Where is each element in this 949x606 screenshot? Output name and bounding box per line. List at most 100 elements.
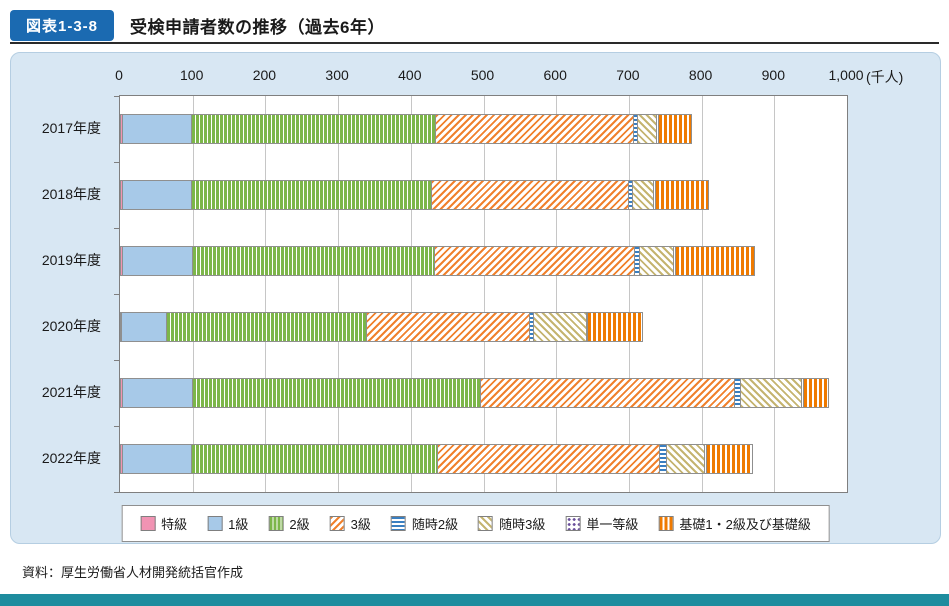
bar-segment-tokkyu xyxy=(120,246,123,276)
legend-item-grade1: 1級 xyxy=(207,514,248,533)
bar-segment-grade2 xyxy=(193,246,435,276)
category-label: 2017年度 xyxy=(41,120,101,136)
bar-segment-grade1 xyxy=(122,180,192,210)
bar-segment-zuiji2 xyxy=(628,180,634,210)
bar-segment-kiso xyxy=(804,378,829,408)
gridline xyxy=(410,96,412,492)
source-note: 資料：厚生労働省人材開発統括官作成 xyxy=(22,565,244,580)
x-tick-label: 300 xyxy=(325,67,349,83)
x-tick-label: 600 xyxy=(543,67,567,83)
bar-segment-tanitsu xyxy=(586,312,589,342)
legend-item-tokkyu: 特級 xyxy=(140,514,187,533)
legend-label: 特級 xyxy=(161,517,188,532)
bar-segment-grade2 xyxy=(191,180,432,210)
x-axis: 0 100 200 300 400 500 600 700 800 900 1,000 (千人) xyxy=(115,67,903,85)
y-axis-tick xyxy=(114,162,120,163)
bar-segment-kiso xyxy=(676,246,756,276)
bar-segment-tanitsu xyxy=(673,246,677,276)
bar-segment-grade3 xyxy=(436,114,634,144)
bar-segment-grade3 xyxy=(438,444,661,474)
bar-segment-tokkyu xyxy=(120,180,123,210)
bar-segment-tokkyu xyxy=(120,312,123,342)
bar-segment-kiso xyxy=(658,114,693,144)
gridline xyxy=(483,96,485,492)
bar-segment-kiso xyxy=(655,180,709,210)
legend-swatch-kiso xyxy=(658,516,674,531)
legend-swatch-grade2 xyxy=(268,516,284,531)
bar-segment-zuiji3 xyxy=(633,180,655,210)
y-axis-tick xyxy=(114,228,120,229)
x-tick-label: 400 xyxy=(398,67,422,83)
legend-swatch-zuiji2 xyxy=(390,516,406,531)
legend-label: 随時2級 xyxy=(411,517,459,532)
legend-label: 単一等級 xyxy=(586,517,639,532)
bar-segment-grade1 xyxy=(122,378,194,408)
bar-segment-zuiji3 xyxy=(667,444,706,474)
bar-segment-zuiji2 xyxy=(735,378,741,408)
x-tick-label: 0 xyxy=(115,67,123,83)
legend-swatch-tanitsu xyxy=(565,516,581,531)
bar-segment-grade2 xyxy=(191,444,439,474)
stacked-bar xyxy=(120,180,847,210)
plot-area xyxy=(114,95,848,493)
bar-segment-zuiji2 xyxy=(634,246,640,276)
figure-header: 図表1-3-8 受検申請者数の推移（過去6年） xyxy=(10,8,939,44)
legend-swatch-grade3 xyxy=(329,516,345,531)
bar-segment-tanitsu xyxy=(654,180,656,210)
gridline xyxy=(556,96,558,492)
legend-label: 3級 xyxy=(350,517,371,532)
stacked-bar xyxy=(120,312,847,342)
bar-segment-tanitsu xyxy=(801,378,805,408)
bar-segment-grade1 xyxy=(122,444,192,474)
x-tick-label: 100 xyxy=(180,67,204,83)
x-tick-label: 700 xyxy=(616,67,640,83)
legend-item-zuiji2: 随時2級 xyxy=(390,514,459,533)
bar-segment-zuiji2 xyxy=(633,114,639,144)
bar-segment-grade2 xyxy=(167,312,368,342)
x-tick-label: 900 xyxy=(761,67,785,83)
figure-title: 受検申請者数の推移（過去6年） xyxy=(130,17,385,37)
bar-segment-tokkyu xyxy=(120,444,123,474)
legend-item-zuiji3: 随時3級 xyxy=(478,514,545,533)
figure-number-badge: 図表1-3-8 xyxy=(10,9,115,41)
legend-item-tanitsu: 単一等級 xyxy=(565,514,638,533)
gridline xyxy=(774,96,776,492)
stacked-bar xyxy=(120,114,847,144)
category-label: 2021年度 xyxy=(41,384,101,400)
bar-segment-tanitsu xyxy=(705,444,707,474)
y-axis-tick xyxy=(114,96,120,97)
gridline xyxy=(338,96,340,492)
category-label: 2018年度 xyxy=(41,186,101,202)
legend-item-kiso: 基礎1・2級及び基礎級 xyxy=(658,514,811,533)
legend-item-grade3: 3級 xyxy=(329,514,371,533)
x-axis-unit: (千人) xyxy=(866,69,904,85)
bar-segment-zuiji3 xyxy=(533,312,587,342)
x-tick-label: 1,000 xyxy=(828,67,864,83)
bar-segment-tokkyu xyxy=(120,378,123,408)
gridline xyxy=(628,96,630,492)
legend-label: 基礎1・2級及び基礎級 xyxy=(679,517,811,532)
category-label: 2022年度 xyxy=(41,450,101,466)
bar-segment-grade2 xyxy=(193,378,482,408)
legend-swatch-tokkyu xyxy=(140,516,156,531)
bar-segment-grade3 xyxy=(481,378,736,408)
chart-panel: 0 100 200 300 400 500 600 700 800 900 1,000 (千人) 20… xyxy=(10,52,941,544)
y-axis-tick xyxy=(114,492,120,493)
stacked-bar xyxy=(120,246,847,276)
y-axis-tick xyxy=(114,360,120,361)
bar-segment-tanitsu xyxy=(657,114,659,144)
stacked-bar xyxy=(120,378,847,408)
bar-segment-grade1 xyxy=(122,114,192,144)
legend: 特級 1級 2級 3級 随時2級 随時3級 単一等級 基礎1・2級及び基礎級 xyxy=(121,505,830,542)
bar-segment-kiso xyxy=(706,444,754,474)
bar-segment-grade1 xyxy=(122,312,168,342)
legend-swatch-grade1 xyxy=(207,516,223,531)
legend-label: 1級 xyxy=(228,517,249,532)
gridline xyxy=(265,96,267,492)
x-tick-label: 500 xyxy=(470,67,495,83)
gridline xyxy=(701,96,703,492)
bar-segment-grade1 xyxy=(122,246,194,276)
legend-swatch-zuiji3 xyxy=(478,516,494,531)
bar-segment-zuiji2 xyxy=(660,444,668,474)
legend-item-grade2: 2級 xyxy=(268,514,310,533)
